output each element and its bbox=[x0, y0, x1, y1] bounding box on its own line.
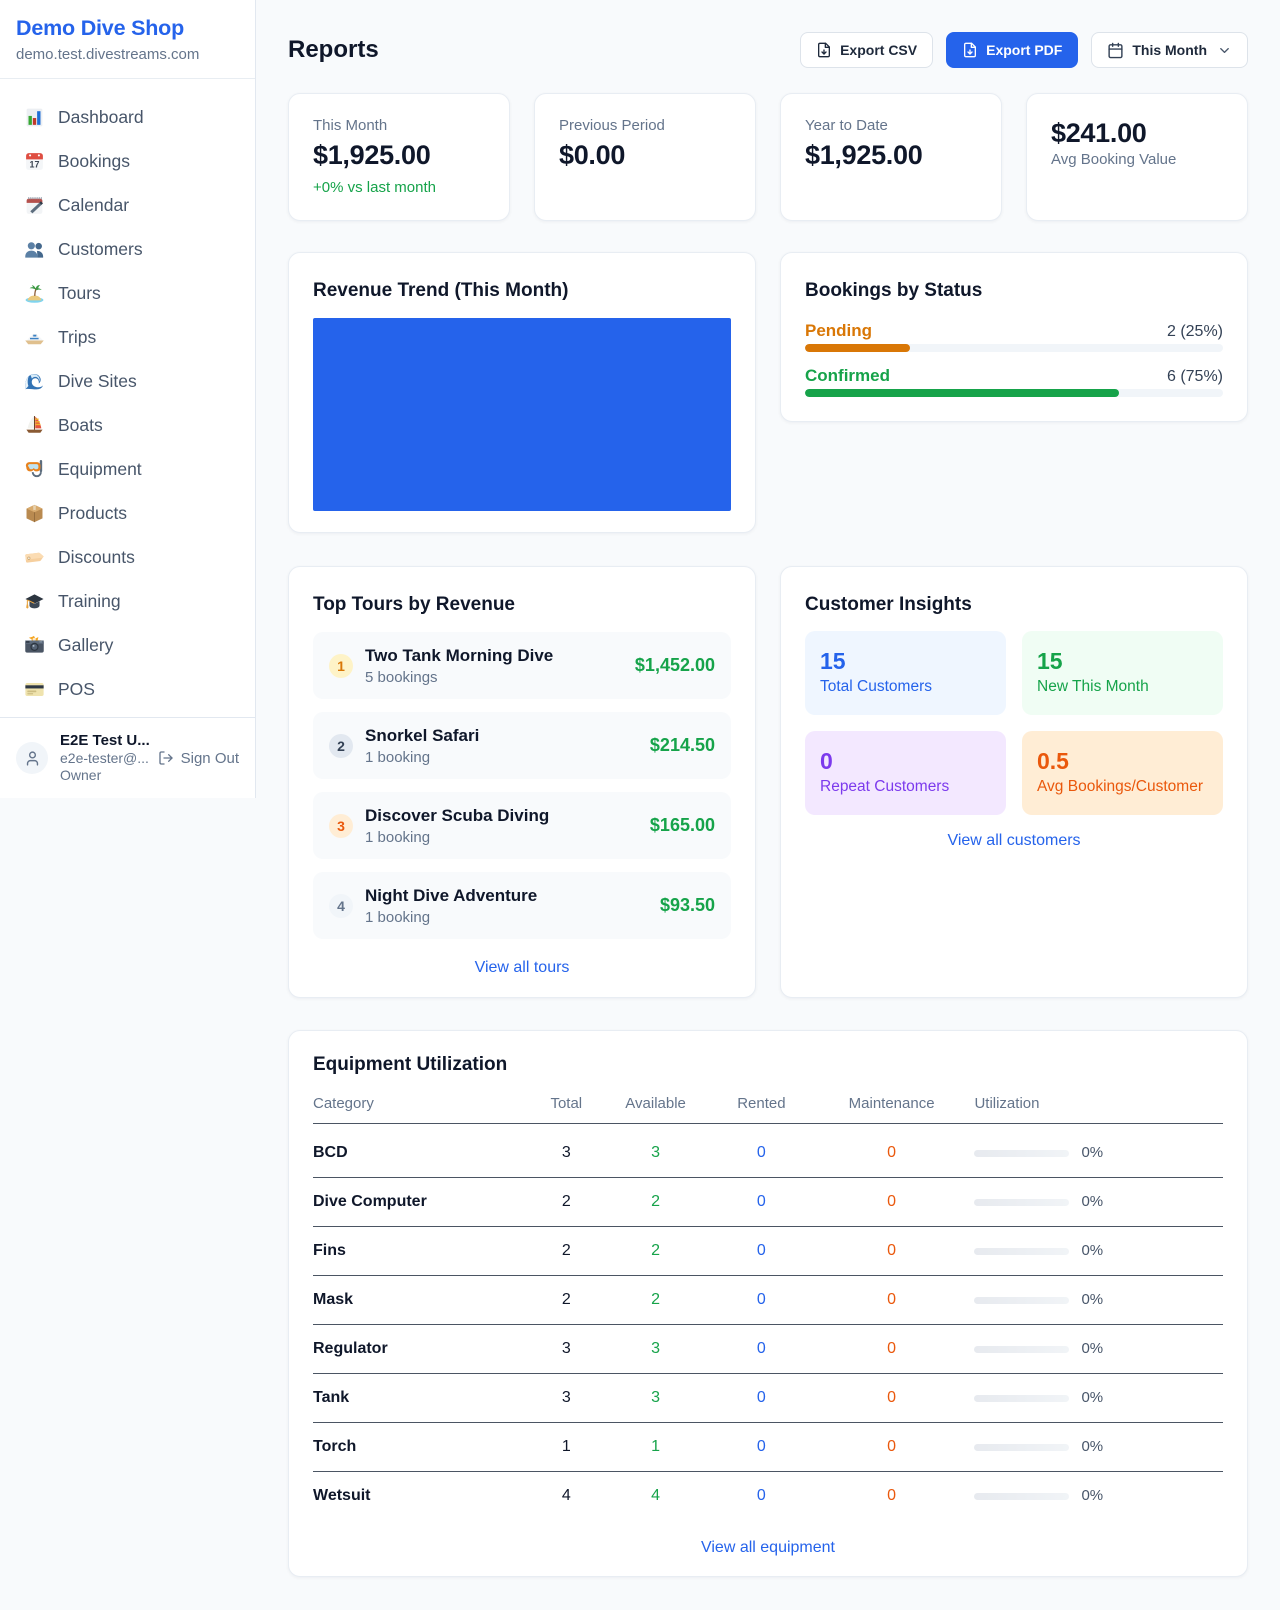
svg-text:17: 17 bbox=[30, 159, 40, 169]
